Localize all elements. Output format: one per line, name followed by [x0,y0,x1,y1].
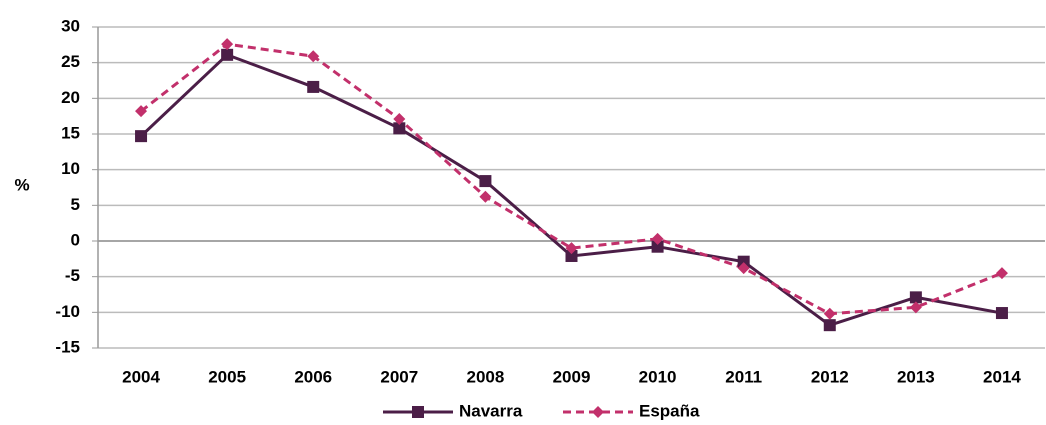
x-tick-label: 2012 [811,367,849,386]
marker [565,242,578,255]
marker [592,406,604,418]
y-tick-label: 25 [61,52,80,71]
x-tick-label: 2007 [380,367,418,386]
marker [393,122,406,135]
x-tick-label: 2004 [122,367,160,386]
y-tick-label: -15 [55,337,80,356]
legend-label: España [639,401,700,420]
marker [307,80,320,93]
marker [307,50,320,63]
y-tick-label: -5 [65,266,80,285]
marker [135,105,148,118]
marker [393,113,406,126]
marker [737,255,750,268]
y-tick-label: 30 [61,16,80,35]
x-tick-label: 2011 [725,367,762,386]
marker [221,48,234,61]
marker [823,307,836,320]
marker [995,307,1008,320]
y-tick-label: 15 [61,123,80,142]
marker [737,262,750,275]
marker [221,38,234,51]
marker [651,232,664,245]
x-tick-label: 2014 [983,367,1021,386]
marker [909,291,922,304]
marker [823,319,836,332]
x-tick-label: 2009 [553,367,591,386]
x-tick-label: 2013 [897,367,935,386]
x-tick-label: 2005 [208,367,246,386]
y-tick-label: 0 [71,230,80,249]
legend-label: Navarra [459,401,523,420]
x-tick-label: 2010 [639,367,677,386]
marker [909,301,922,314]
y-axis-label: % [14,175,29,194]
marker [135,130,148,143]
marker [995,267,1008,280]
marker [412,406,424,418]
y-tick-label: 5 [71,195,80,214]
marker [479,175,492,188]
marker [565,249,578,262]
series-line [140,42,1003,316]
marker [651,240,664,253]
x-tick-label: 2008 [466,367,504,386]
marker [479,190,492,203]
y-tick-label: 20 [61,88,80,107]
series-line [140,53,1003,327]
y-tick-label: 10 [61,159,80,178]
x-tick-label: 2006 [294,367,332,386]
y-tick-label: -10 [55,302,80,321]
